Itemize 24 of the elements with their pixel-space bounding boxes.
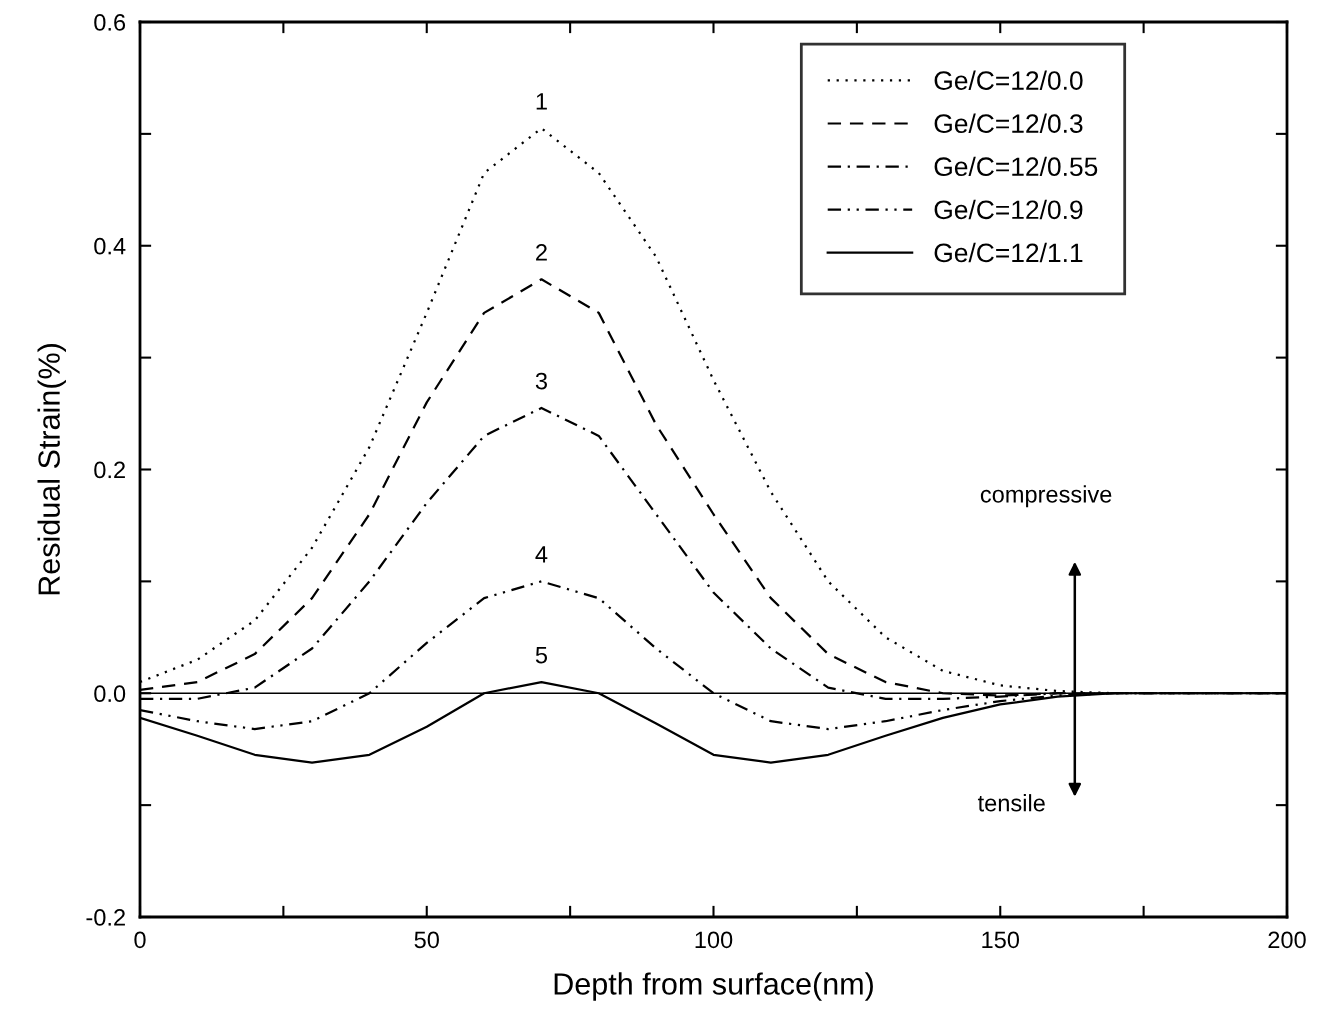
y-tick-label: -0.2 — [86, 909, 125, 926]
y-tick-label: 0.4 — [94, 237, 126, 255]
legend-label: Ge/C=12/0.3 — [934, 113, 1083, 133]
x-tick-label: 50 — [414, 931, 439, 949]
legend-label: Ge/C=12/0.0 — [934, 70, 1083, 90]
annotation: 5 — [535, 647, 548, 664]
legend-label: Ge/C=12/1.1 — [934, 242, 1083, 263]
x-axis-title: Depth from surface(nm) — [554, 972, 873, 1001]
y-tick-label: 0.6 — [94, 14, 126, 31]
annotation: 1 — [536, 93, 547, 110]
annotation: compressive — [980, 485, 1112, 508]
annotation: 4 — [535, 546, 548, 563]
legend-label: Ge/C=12/0.55 — [934, 156, 1098, 177]
y-axis-title: Residual Strain(%) — [37, 344, 66, 595]
y-tick-label: 0.0 — [94, 685, 126, 703]
x-tick-label: 200 — [1268, 931, 1306, 949]
annotation: 2 — [536, 244, 547, 261]
legend-label: Ge/C=12/0.9 — [934, 199, 1083, 220]
annotation: tensile — [977, 794, 1045, 812]
y-tick-label: 0.2 — [94, 461, 125, 479]
x-tick-label: 100 — [695, 931, 733, 949]
annotation: 3 — [535, 372, 547, 390]
x-tick-label: 0 — [134, 931, 146, 949]
x-tick-label: 150 — [982, 931, 1020, 949]
